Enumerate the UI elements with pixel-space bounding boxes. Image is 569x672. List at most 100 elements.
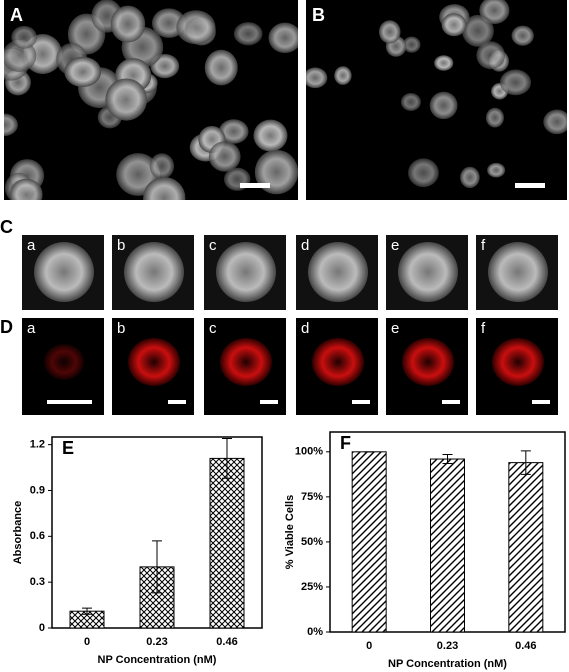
cell xyxy=(11,25,37,49)
x-tick-label: 0.46 xyxy=(515,640,536,652)
x-axis-label: NP Concentration (nM) xyxy=(98,654,217,666)
cell xyxy=(308,242,368,302)
cell xyxy=(408,158,439,188)
error-bar xyxy=(520,450,531,475)
cell xyxy=(460,166,480,189)
sub-label: f xyxy=(481,237,486,254)
scale-bar xyxy=(352,400,370,404)
cell xyxy=(233,22,263,46)
cell xyxy=(149,153,175,180)
error-bar xyxy=(82,607,92,615)
cell xyxy=(218,119,249,144)
scale-bar xyxy=(168,400,186,404)
bar xyxy=(351,451,387,633)
cell xyxy=(64,56,102,88)
sub-label: a xyxy=(27,320,36,337)
cell xyxy=(429,91,458,120)
cell xyxy=(312,338,364,386)
y-tick-label: 0.9 xyxy=(30,484,45,496)
cell xyxy=(306,67,328,89)
cell xyxy=(9,178,43,200)
x-tick-label: 0 xyxy=(366,640,372,652)
cell xyxy=(492,338,544,386)
cell xyxy=(499,69,532,96)
charts: 0 0.3 0.6 0.9 1.2 0 0.23 0.46 E NP Concentration … xyxy=(12,431,566,670)
error-bar xyxy=(222,438,232,479)
cell xyxy=(128,338,180,386)
cell xyxy=(253,119,288,152)
cell xyxy=(334,66,352,85)
cell xyxy=(44,344,84,380)
micrographs xyxy=(4,0,567,415)
cell xyxy=(220,338,272,386)
cell xyxy=(476,41,506,70)
panel-label: F xyxy=(340,433,351,453)
cell xyxy=(124,242,184,302)
cell xyxy=(4,113,18,137)
sub-label: a xyxy=(27,237,36,254)
scale-bar xyxy=(260,400,278,404)
bar xyxy=(508,462,544,633)
y-tick-label: 75% xyxy=(301,491,323,503)
cell xyxy=(110,5,146,43)
panel-label: E xyxy=(62,438,74,458)
y-tick-label: 0.3 xyxy=(30,576,45,588)
panel-label: D xyxy=(0,317,13,337)
y-tick-label: 0.6 xyxy=(30,530,45,542)
scale-bar xyxy=(532,400,550,404)
sub-label: e xyxy=(391,237,399,254)
cell xyxy=(543,109,567,135)
scale-bar xyxy=(47,400,92,404)
x-axis-label: NP Concentration (nM) xyxy=(388,658,507,670)
cell xyxy=(378,20,401,44)
cell xyxy=(402,338,454,386)
panel-label: A xyxy=(10,5,23,25)
x-tick-label: 0.23 xyxy=(437,640,458,652)
cell xyxy=(216,242,276,302)
x-tick-label: 0.23 xyxy=(146,636,167,648)
cell xyxy=(398,242,458,302)
y-tick-label: 0 xyxy=(39,622,45,634)
panel-label: C xyxy=(0,217,13,237)
y-axis-label: Absorbance xyxy=(12,501,24,565)
sub-label: c xyxy=(209,320,217,337)
sub-label: c xyxy=(209,237,217,254)
cell xyxy=(176,10,216,45)
cell xyxy=(434,55,454,71)
cell xyxy=(400,92,421,111)
cell xyxy=(462,14,494,47)
sub-label: d xyxy=(301,320,309,337)
y-tick-label: 1.2 xyxy=(30,439,45,451)
y-tick-label: 100% xyxy=(295,446,323,458)
cell xyxy=(105,78,148,121)
cell xyxy=(487,162,506,178)
bar xyxy=(209,457,245,629)
error-bar xyxy=(442,454,453,465)
cell xyxy=(488,242,548,302)
cell xyxy=(485,107,505,128)
sub-label: d xyxy=(301,237,309,254)
sub-label: b xyxy=(117,237,125,254)
y-tick-label: 25% xyxy=(301,581,323,593)
y-tick-label: 50% xyxy=(301,536,323,548)
cells xyxy=(306,0,567,189)
cell xyxy=(402,36,421,53)
x-tick-label: 0 xyxy=(84,636,90,648)
scale-bar xyxy=(442,400,460,404)
y-axis-label: % Viable Cells xyxy=(284,495,296,569)
sub-label: e xyxy=(391,320,399,337)
x-tick-label: 0.46 xyxy=(216,636,237,648)
scale-bar xyxy=(515,183,545,188)
scale-bar xyxy=(240,183,270,188)
cell xyxy=(441,13,467,37)
cell xyxy=(208,141,241,172)
y-tick-label: 0% xyxy=(307,626,323,638)
cell xyxy=(511,25,534,46)
sub-label: f xyxy=(481,320,486,337)
cell xyxy=(34,242,94,302)
cell xyxy=(268,22,298,54)
error-bar xyxy=(152,540,162,594)
cell xyxy=(143,177,186,200)
sub-label: b xyxy=(117,320,125,337)
